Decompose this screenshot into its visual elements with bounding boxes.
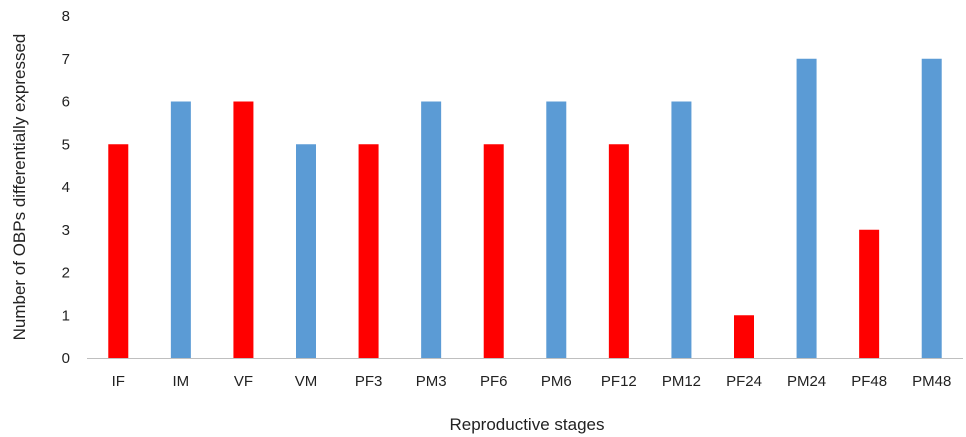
bar-pm48 (921, 58, 942, 358)
y-tick-label: 1 (62, 307, 70, 324)
bar-pf48 (859, 229, 880, 358)
x-tick-label: IM (173, 373, 190, 390)
bar-pm6 (546, 101, 567, 358)
y-tick-label: 6 (62, 94, 70, 111)
x-tick-label: PF24 (726, 373, 762, 390)
y-tick-labels: 0 1 2 3 4 5 6 7 8 (62, 8, 70, 367)
x-tick-label: PF48 (851, 373, 887, 390)
bar-vf (233, 101, 254, 358)
bar-pf3 (358, 144, 379, 358)
x-tick-label: PM24 (787, 373, 826, 390)
x-tick-label: VM (295, 373, 318, 390)
x-tick-label: PF6 (480, 373, 508, 390)
x-tick-label: PF3 (355, 373, 383, 390)
bar-vm (296, 144, 316, 358)
x-tick-label: PF12 (601, 373, 637, 390)
y-tick-label: 4 (62, 179, 70, 196)
y-tick-label: 8 (62, 8, 70, 25)
x-tick-label: VF (234, 373, 253, 390)
bar-pm3 (421, 101, 442, 358)
bar-im (170, 101, 191, 358)
y-tick-label: 3 (62, 222, 70, 239)
y-axis-title: Number of OBPs differentially expressed (10, 34, 29, 341)
bar-pf6 (483, 144, 504, 358)
bars (108, 58, 942, 358)
y-tick-label: 7 (62, 51, 70, 68)
bar-pm12 (671, 101, 692, 358)
bar-pm24 (796, 58, 817, 358)
x-tick-label: PM48 (912, 373, 951, 390)
x-axis-title: Reproductive stages (450, 415, 605, 434)
bar-pf24 (734, 315, 754, 358)
y-tick-label: 5 (62, 136, 70, 153)
x-tick-label: PM3 (416, 373, 447, 390)
y-tick-label: 0 (62, 350, 70, 367)
x-tick-labels: IF IM VF VM PF3 PM3 PF6 PM6 PF12 PM12 PF24 PM24 PF48… (112, 373, 952, 390)
x-tick-label: PM12 (662, 373, 701, 390)
y-tick-label: 2 (62, 265, 70, 282)
bar-pf12 (608, 144, 629, 358)
x-tick-label: PM6 (541, 373, 572, 390)
bar-if (108, 144, 129, 358)
x-tick-label: IF (112, 373, 125, 390)
